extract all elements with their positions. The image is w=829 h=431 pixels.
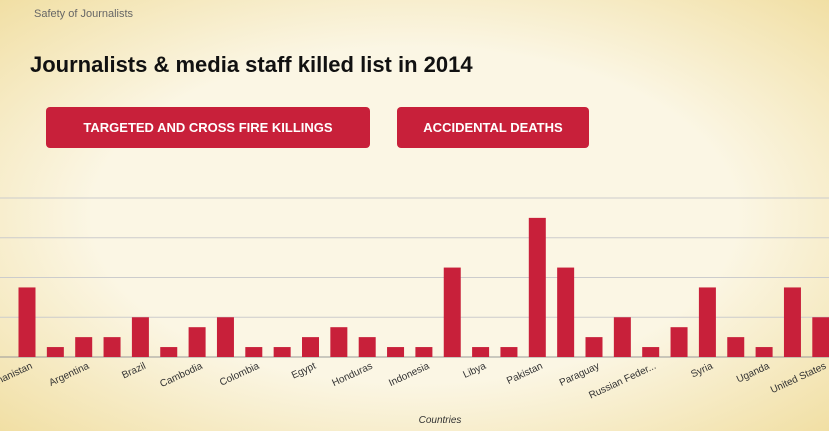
breadcrumb[interactable]: Safety of Journalists <box>34 8 134 20</box>
filter-button[interactable]: TARGETED AND CROSS FIRE KILLINGS <box>46 107 370 148</box>
bar <box>216 317 234 357</box>
bar <box>812 317 829 357</box>
bar <box>245 347 263 357</box>
x-tick-label: United States <box>769 361 828 396</box>
bar <box>415 347 433 357</box>
bar <box>642 347 660 357</box>
bar <box>46 347 64 357</box>
bar <box>18 287 36 357</box>
bar <box>131 317 149 357</box>
x-tick-label: Egypt <box>290 361 318 382</box>
bar <box>358 337 376 357</box>
filter-button[interactable]: ACCIDENTAL DEATHS <box>397 107 589 148</box>
bar <box>528 217 546 357</box>
x-tick-label: Honduras <box>331 361 375 389</box>
x-tick-label: Colombia <box>218 361 261 389</box>
bar <box>387 347 405 357</box>
bar <box>585 337 603 357</box>
x-tick-label: Cambodia <box>158 361 204 390</box>
x-tick-label: Paraguay <box>558 361 601 389</box>
x-tick-label: Brazil <box>120 361 147 382</box>
x-tick-label: Pakistan <box>505 361 544 387</box>
x-tick-label: Uganda <box>735 361 772 386</box>
bar <box>160 347 178 357</box>
bar <box>302 337 319 357</box>
bar <box>500 347 518 357</box>
x-tick-label: Argentina <box>48 361 92 389</box>
bar <box>75 337 93 357</box>
bar <box>273 347 291 357</box>
bar <box>613 317 631 357</box>
bar <box>755 347 773 357</box>
bar <box>330 327 348 357</box>
bar <box>783 287 801 357</box>
bar <box>557 267 575 357</box>
bar <box>103 337 121 357</box>
bar <box>698 287 716 357</box>
bar <box>727 337 745 357</box>
bar <box>188 327 206 357</box>
x-tick-label: Afghanistan <box>0 361 34 393</box>
bar <box>472 347 490 357</box>
x-tick-label: Libya <box>462 361 489 381</box>
bar <box>443 267 461 357</box>
x-tick-label: Indonesia <box>387 361 431 389</box>
page-title: Journalists & media staff killed list in… <box>30 52 473 77</box>
bar <box>670 327 688 357</box>
x-axis-label: Countries <box>419 415 462 426</box>
x-tick-label: Syria <box>689 361 715 381</box>
